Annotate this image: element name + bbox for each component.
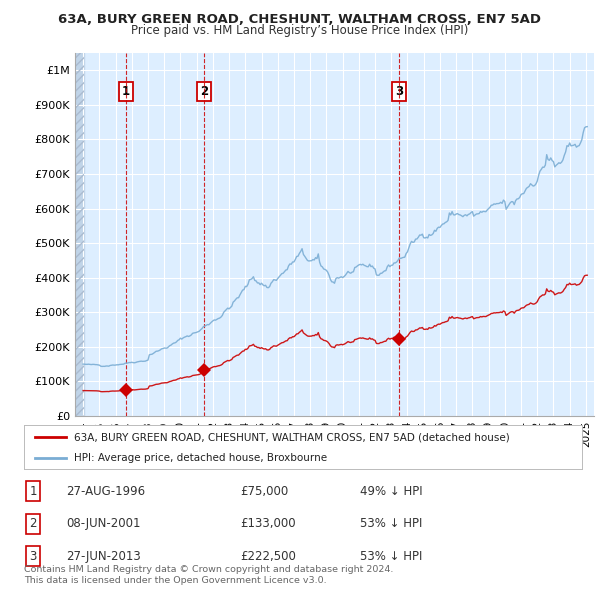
Text: 63A, BURY GREEN ROAD, CHESHUNT, WALTHAM CROSS, EN7 5AD: 63A, BURY GREEN ROAD, CHESHUNT, WALTHAM … (59, 13, 542, 26)
Bar (75, 53, 85, 416)
Text: 49% ↓ HPI: 49% ↓ HPI (360, 484, 422, 498)
Text: HPI: Average price, detached house, Broxbourne: HPI: Average price, detached house, Brox… (74, 453, 328, 463)
Text: 3: 3 (29, 549, 37, 563)
Text: Contains HM Land Registry data © Crown copyright and database right 2024.
This d: Contains HM Land Registry data © Crown c… (24, 565, 394, 585)
Text: 08-JUN-2001: 08-JUN-2001 (66, 517, 140, 530)
Text: 53% ↓ HPI: 53% ↓ HPI (360, 517, 422, 530)
Bar (75, 53, 85, 416)
Text: £133,000: £133,000 (240, 517, 296, 530)
Text: 27-JUN-2013: 27-JUN-2013 (66, 549, 141, 563)
Text: 2: 2 (29, 517, 37, 530)
Text: 2: 2 (200, 84, 208, 97)
Text: 1: 1 (29, 484, 37, 498)
Text: 27-AUG-1996: 27-AUG-1996 (66, 484, 145, 498)
Text: 3: 3 (395, 84, 403, 97)
Text: Price paid vs. HM Land Registry’s House Price Index (HPI): Price paid vs. HM Land Registry’s House … (131, 24, 469, 37)
Text: 1: 1 (122, 84, 130, 97)
Text: 53% ↓ HPI: 53% ↓ HPI (360, 549, 422, 563)
Text: 63A, BURY GREEN ROAD, CHESHUNT, WALTHAM CROSS, EN7 5AD (detached house): 63A, BURY GREEN ROAD, CHESHUNT, WALTHAM … (74, 432, 510, 442)
Text: £75,000: £75,000 (240, 484, 288, 498)
Text: £222,500: £222,500 (240, 549, 296, 563)
